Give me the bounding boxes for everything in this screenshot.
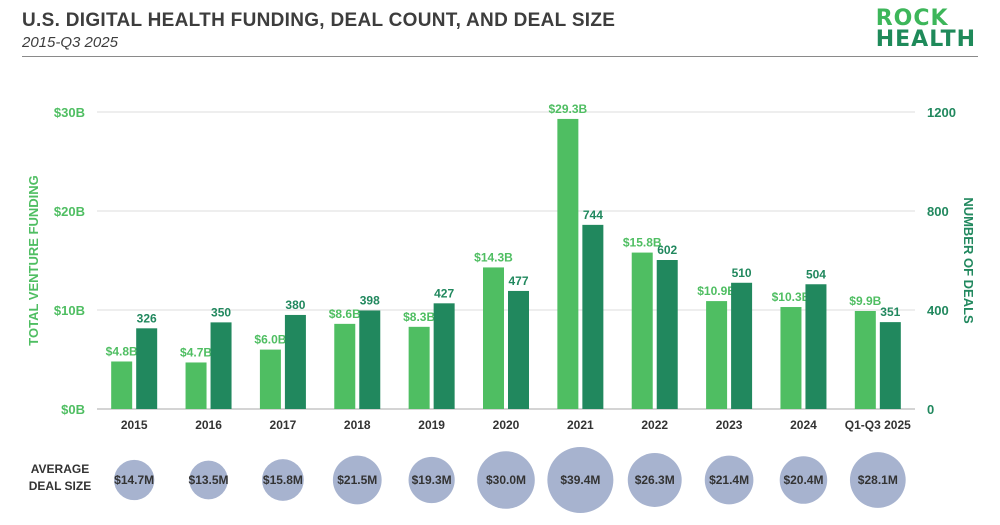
x-tick-label: 2015	[121, 418, 148, 432]
deals-bar	[136, 328, 158, 409]
funding-data-label: $8.3B	[403, 310, 435, 324]
left-tick-label: $30B	[54, 105, 85, 120]
deal-size-row-label-line2: DEAL SIZE	[29, 479, 91, 493]
funding-bar	[483, 267, 504, 409]
x-tick-label: Q1-Q3 2025	[845, 418, 911, 432]
funding-data-label: $9.9B	[849, 294, 881, 308]
deal-size-bubble	[704, 455, 754, 505]
right-tick-label: 800	[927, 204, 949, 219]
deal-size-label: $20.4M	[783, 473, 823, 487]
funding-data-label: $6.0B	[254, 333, 286, 347]
deal-size-bubble	[408, 456, 455, 504]
x-tick-label: 2023	[716, 418, 743, 432]
deal-size-bubble	[547, 447, 614, 513]
deals-bar	[359, 310, 381, 409]
deal-size-bubble	[627, 453, 682, 507]
deal-size-label: $39.4M	[560, 473, 600, 487]
funding-data-label: $4.7B	[180, 345, 212, 359]
right-tick-label: 1200	[927, 105, 956, 120]
deals-bar	[210, 322, 232, 409]
deals-bar	[284, 314, 306, 409]
deals-data-label: 326	[137, 311, 157, 325]
title-divider	[22, 56, 978, 57]
deal-size-label: $26.3M	[635, 473, 675, 487]
x-tick-label: 2019	[418, 418, 445, 432]
funding-bar	[408, 326, 430, 409]
funding-bar	[631, 252, 653, 409]
deals-data-label: 351	[880, 305, 900, 319]
deal-size-label: $21.4M	[709, 473, 749, 487]
deals-data-label: 510	[732, 266, 752, 280]
x-tick-label: 2016	[195, 418, 222, 432]
left-tick-label: $10B	[54, 303, 85, 318]
deal-size-label: $21.5M	[337, 473, 377, 487]
left-tick-label: $0B	[61, 402, 85, 417]
deals-bar	[582, 224, 604, 409]
funding-bar	[259, 349, 281, 409]
x-tick-label: 2022	[641, 418, 668, 432]
deal-size-row-label-line1: AVERAGE	[31, 462, 89, 476]
chart-subtitle: 2015-Q3 2025	[22, 34, 118, 51]
funding-data-label: $8.6B	[329, 307, 361, 321]
deal-size-bubble	[189, 460, 228, 500]
deals-data-label: 477	[508, 274, 528, 288]
deals-bar	[656, 260, 678, 409]
logo-text-line2: HEALTH	[875, 27, 976, 52]
deals-data-label: 427	[434, 286, 454, 300]
deals-data-label: 398	[360, 293, 380, 307]
deals-data-label: 744	[583, 208, 603, 222]
deals-data-label: 504	[806, 267, 826, 281]
funding-bar	[334, 323, 356, 409]
deal-size-label: $30.0M	[486, 473, 526, 487]
x-tick-label: 2018	[344, 418, 371, 432]
deals-bar	[805, 284, 827, 409]
funding-bar	[185, 362, 207, 409]
deal-size-bubble	[779, 456, 828, 504]
x-tick-label: 2017	[270, 418, 297, 432]
left-tick-label: $20B	[54, 204, 85, 219]
deals-data-label: 350	[211, 305, 231, 319]
funding-bar	[706, 301, 728, 409]
deal-size-bubble	[332, 455, 382, 505]
rock-health-logo: ROCK HEALTH	[875, 6, 976, 52]
deals-bar	[731, 282, 753, 409]
deals-bar	[433, 303, 455, 409]
right-tick-label: 400	[927, 303, 949, 318]
deals-data-label: 380	[285, 298, 305, 312]
deal-size-bubble	[114, 459, 155, 501]
funding-bar	[854, 310, 876, 409]
funding-data-label: $14.3B	[474, 250, 513, 264]
deal-size-bubble	[849, 452, 906, 508]
deal-size-label: $15.8M	[263, 473, 303, 487]
funding-bar	[780, 307, 802, 409]
funding-data-label: $15.8B	[623, 236, 662, 250]
x-tick-label: 2020	[493, 418, 520, 432]
deals-bar	[508, 290, 529, 409]
right-axis-title: NUMBER OF DEALS	[961, 197, 976, 324]
deals-data-label: 602	[657, 243, 677, 257]
deal-size-label: $19.3M	[412, 473, 452, 487]
deal-size-bubble	[262, 459, 304, 501]
deal-size-label: $28.1M	[858, 473, 898, 487]
funding-data-label: $10.3B	[772, 290, 811, 304]
x-tick-label: 2024	[790, 418, 817, 432]
deal-size-label: $13.5M	[189, 473, 229, 487]
chart-title: U.S. DIGITAL HEALTH FUNDING, DEAL COUNT,…	[22, 10, 616, 31]
funding-bar	[111, 361, 133, 409]
deal-size-label: $14.7M	[114, 473, 154, 487]
deal-size-bubble	[477, 451, 535, 509]
logo-text-line1: ROCK	[875, 6, 949, 31]
deals-bar	[879, 322, 901, 409]
funding-data-label: $10.9B	[697, 284, 736, 298]
x-tick-label: 2021	[567, 418, 594, 432]
funding-data-label: $4.8B	[106, 344, 138, 358]
right-tick-label: 0	[927, 402, 934, 417]
funding-data-label: $29.3B	[549, 102, 588, 116]
left-axis-title: TOTAL VENTURE FUNDING	[26, 175, 41, 345]
funding-bar	[557, 118, 579, 410]
